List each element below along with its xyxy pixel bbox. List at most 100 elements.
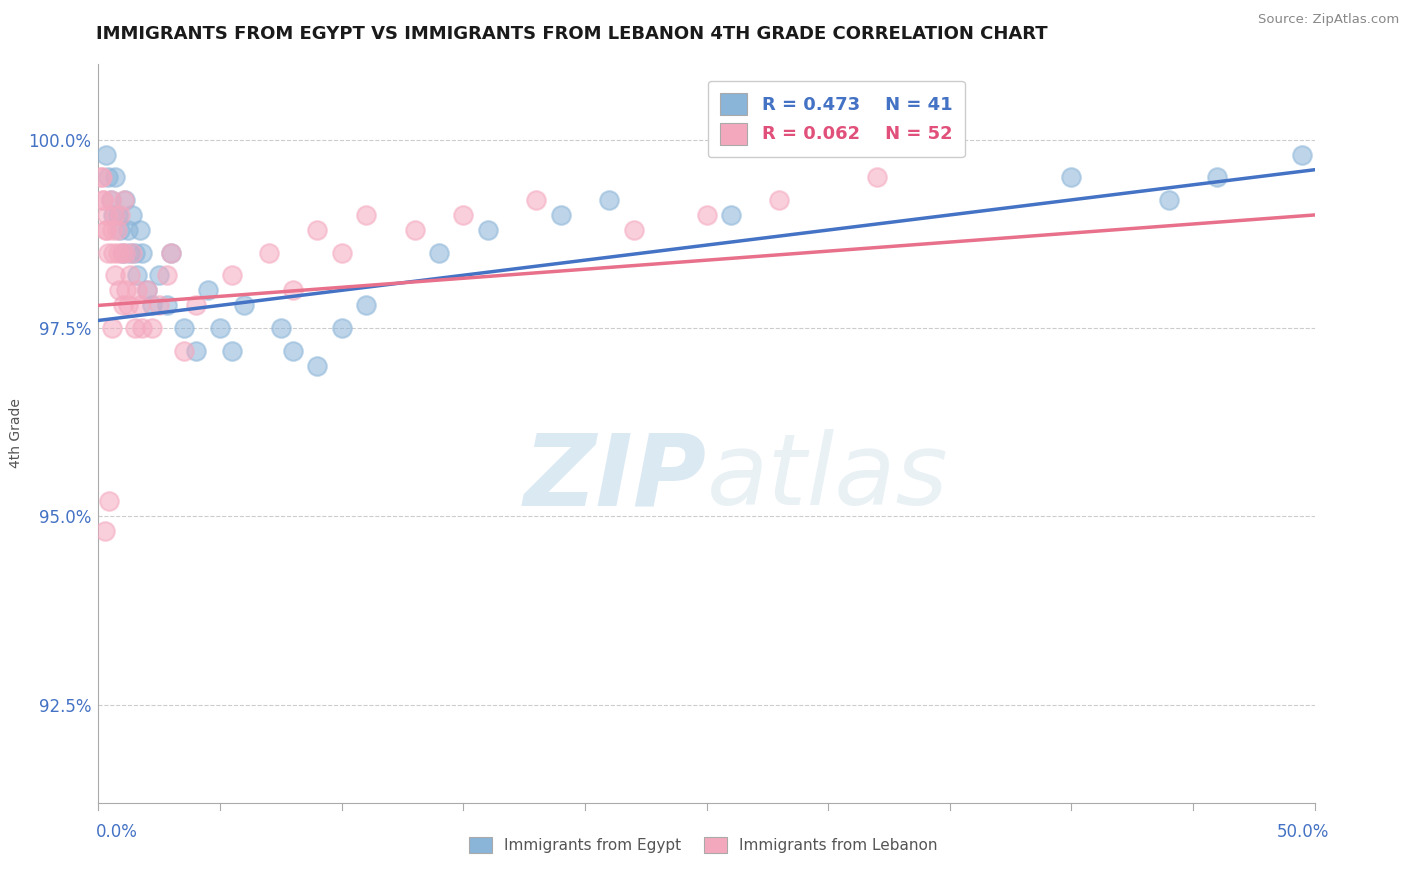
Point	[427, 245, 450, 260]
Point	[110, 245, 132, 260]
Point	[155, 298, 177, 312]
Point	[184, 298, 207, 312]
Point	[453, 208, 475, 222]
Point	[128, 298, 150, 312]
Point	[131, 245, 153, 260]
Point	[94, 147, 117, 161]
Point	[598, 193, 620, 207]
Point	[221, 268, 243, 283]
Point	[136, 283, 159, 297]
Point	[550, 208, 572, 222]
Point	[94, 223, 117, 237]
Point	[104, 170, 127, 185]
Point	[91, 193, 114, 207]
Point	[330, 321, 353, 335]
Text: ZIP: ZIP	[523, 429, 707, 526]
Point	[124, 245, 146, 260]
Point	[148, 298, 170, 312]
Point	[96, 208, 118, 222]
Point	[866, 170, 889, 185]
Point	[1060, 170, 1083, 185]
Point	[117, 298, 139, 312]
Text: atlas: atlas	[707, 429, 948, 526]
Legend: Immigrants from Egypt, Immigrants from Lebanon: Immigrants from Egypt, Immigrants from L…	[463, 831, 943, 859]
Legend: R = 0.473    N = 41, R = 0.062    N = 52: R = 0.473 N = 41, R = 0.062 N = 52	[707, 80, 965, 157]
Point	[118, 245, 141, 260]
Point	[108, 283, 131, 297]
Point	[1291, 147, 1313, 161]
Point	[104, 268, 127, 283]
Point	[97, 170, 120, 185]
Point	[107, 245, 129, 260]
Point	[477, 223, 499, 237]
Point	[101, 223, 124, 237]
Point	[160, 245, 183, 260]
Point	[90, 170, 112, 185]
Point	[121, 245, 143, 260]
Text: Source: ZipAtlas.com: Source: ZipAtlas.com	[1258, 13, 1399, 27]
Point	[107, 208, 129, 222]
Point	[1157, 193, 1180, 207]
Point	[257, 245, 280, 260]
Point	[127, 283, 149, 297]
Point	[524, 193, 547, 207]
Point	[98, 494, 121, 508]
Point	[221, 343, 243, 358]
Point	[117, 223, 139, 237]
Point	[136, 283, 159, 297]
Point	[330, 245, 353, 260]
Point	[354, 298, 377, 312]
Point	[209, 321, 232, 335]
Point	[121, 208, 143, 222]
Point	[118, 268, 141, 283]
Point	[354, 208, 377, 222]
Point	[93, 524, 115, 539]
Text: IMMIGRANTS FROM EGYPT VS IMMIGRANTS FROM LEBANON 4TH GRADE CORRELATION CHART: IMMIGRANTS FROM EGYPT VS IMMIGRANTS FROM…	[96, 25, 1047, 43]
Point	[696, 208, 718, 222]
Point	[112, 193, 135, 207]
Point	[100, 193, 122, 207]
Point	[114, 245, 136, 260]
Point	[233, 298, 256, 312]
Point	[173, 321, 195, 335]
Point	[124, 321, 146, 335]
Point	[1206, 170, 1229, 185]
Point	[141, 298, 163, 312]
Point	[768, 193, 790, 207]
Point	[114, 193, 136, 207]
Point	[184, 343, 207, 358]
Point	[105, 223, 128, 237]
Point	[115, 283, 138, 297]
Point	[281, 283, 304, 297]
Point	[173, 343, 195, 358]
Point	[101, 245, 124, 260]
Point	[127, 268, 149, 283]
Point	[111, 298, 134, 312]
Point	[100, 193, 122, 207]
Point	[623, 223, 645, 237]
Point	[94, 223, 117, 237]
Point	[97, 245, 120, 260]
Point	[91, 170, 114, 185]
Text: 0.0%: 0.0%	[96, 823, 138, 841]
Point	[103, 208, 125, 222]
Point	[141, 321, 163, 335]
Point	[131, 321, 153, 335]
Point	[148, 268, 170, 283]
Point	[101, 321, 124, 335]
Point	[307, 359, 329, 373]
Point	[160, 245, 183, 260]
Point	[197, 283, 219, 297]
Point	[307, 223, 329, 237]
Point	[111, 245, 134, 260]
Point	[91, 193, 114, 207]
Y-axis label: 4th Grade: 4th Grade	[8, 399, 22, 468]
Point	[110, 223, 132, 237]
Point	[101, 208, 124, 222]
Text: 50.0%: 50.0%	[1277, 823, 1329, 841]
Point	[281, 343, 304, 358]
Point	[720, 208, 742, 222]
Point	[404, 223, 426, 237]
Point	[128, 223, 150, 237]
Point	[270, 321, 292, 335]
